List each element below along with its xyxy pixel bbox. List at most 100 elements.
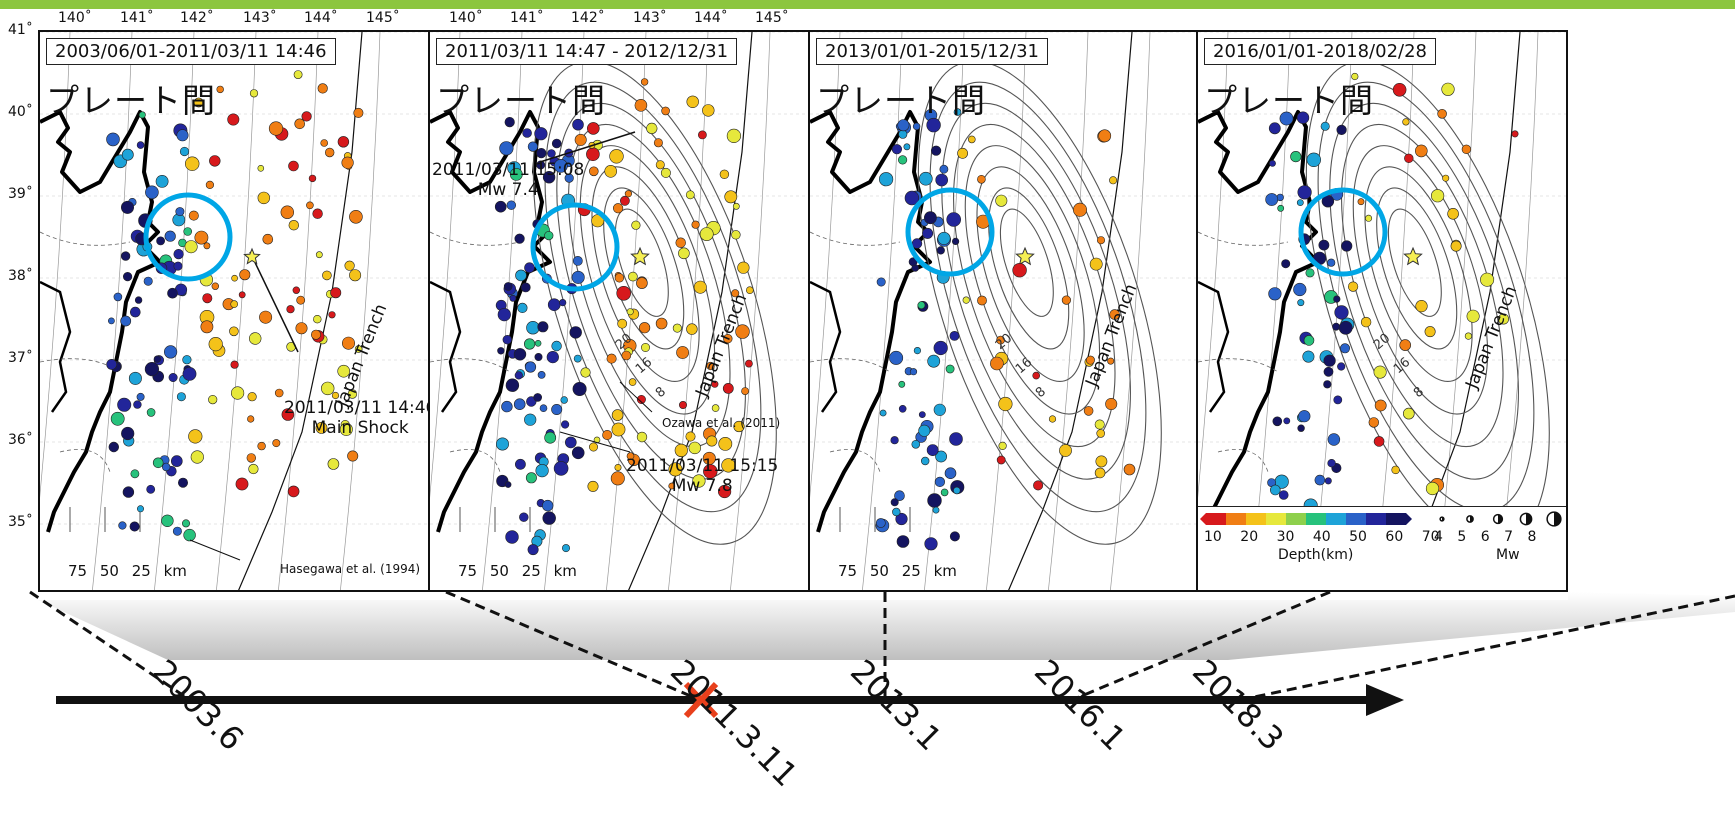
earthquake-dot [935,450,948,463]
lat-tick: 35˚ [8,514,33,530]
depth-arrow-left [1200,513,1206,525]
earthquake-dot [678,247,690,260]
graticule-line [1110,32,1151,590]
earthquake-dot [890,436,899,445]
earthquake-dot [686,323,698,335]
slip-contour [1340,123,1504,448]
earthquake-dot [952,237,960,245]
earthquake-dot [679,400,688,409]
earthquake-dot [1296,199,1304,206]
earthquake-dot [517,302,528,314]
graticule-line [986,32,1027,590]
depth-contour [459,507,531,532]
earthquake-dot [898,380,906,388]
earthquake-dot [1305,268,1315,278]
earthquake-dot [542,171,556,184]
earthquake-dot [514,371,523,380]
earthquake-dot [1318,239,1330,251]
earthquake-dot [182,355,192,365]
earthquake-dot [108,317,115,325]
earthquake-dot [331,391,340,400]
earthquake-dot [117,397,132,412]
earthquake-dot [315,421,328,434]
earthquake-dot [547,149,556,158]
earthquake-dot [1268,287,1282,301]
earthquake-dot [176,129,189,142]
earthquake-dot [330,287,342,299]
earthquake-dot [138,111,146,119]
earthquake-dot [946,212,961,227]
earthquake-dot [1425,481,1440,496]
region-title: プレート間 [46,81,216,120]
graticule-line [1198,32,1229,498]
earthquake-dot [572,381,587,396]
earthquake-dot [569,326,582,339]
earthquake-dot [542,511,556,525]
earthquake-dot [524,413,537,426]
earthquake-dot [721,458,736,473]
earthquake-dot [248,463,259,475]
earthquake-dot [286,305,295,314]
earthquake-dot [930,145,942,156]
earthquake-dot [1107,357,1115,365]
earthquake-dot [998,396,1013,412]
earthquake-dot [589,166,599,177]
earthquake-dot [1341,240,1353,252]
earthquake-dot [537,321,549,333]
earthquake-dot [722,382,734,394]
earthquake-dot [903,143,911,151]
earthquake-dot [501,400,513,413]
earthquake-dot [164,230,176,242]
earthquake-dot [176,392,186,402]
earthquake-dot [238,291,246,299]
earthquake-dot [184,240,198,254]
earthquake-dot [337,136,350,148]
coastline-west [40,280,72,413]
earthquake-dot [315,251,323,259]
earthquake-dot [231,274,238,282]
earthquake-dot [878,172,894,187]
earthquake-dot [688,441,701,455]
depth-tick: 50 [1349,529,1367,545]
aftershock-2-arrow [559,431,631,453]
earthquake-dot [1297,424,1305,432]
earthquake-dot [167,287,178,299]
earthquake-dot [524,361,537,373]
earthquake-dot [259,310,273,324]
earthquake-dot [621,350,632,361]
earthquake-dot [113,292,123,302]
earthquake-dot [1431,189,1445,203]
earthquake-dot [312,208,323,219]
earthquake-dot [1415,144,1428,158]
earthquake-dot [513,348,527,361]
earthquake-dot [918,424,931,437]
earthquake-dot [1447,208,1459,220]
earthquake-dot [636,277,648,289]
earthquake-dot [231,386,245,400]
lon-tick: 143˚ [633,10,667,26]
earthquake-dot [128,371,142,385]
earthquake-dot [171,455,183,467]
earthquake-dot [194,230,209,245]
earthquake-dot [202,293,213,304]
earthquake-dot [108,441,120,453]
earthquake-dot [919,171,933,186]
earthquake-dot [1278,490,1289,500]
ozawa-arrow [619,381,653,413]
region-title: プレート間 [816,81,986,120]
depth-tick: 40 [1312,529,1331,545]
earthquake-dot [933,340,948,356]
earthquake-dot [949,531,960,542]
earthquake-dot [614,273,625,283]
earthquake-dot [1105,397,1118,410]
earthquake-dot [996,335,1005,345]
earthquake-dot [639,322,651,334]
earthquake-dot [937,231,951,245]
earthquake-dot [137,505,145,513]
earthquake-dot [996,455,1006,465]
earthquake-dot [1324,477,1332,485]
earthquake-dot [723,334,733,344]
earthquake-dot [535,464,549,478]
